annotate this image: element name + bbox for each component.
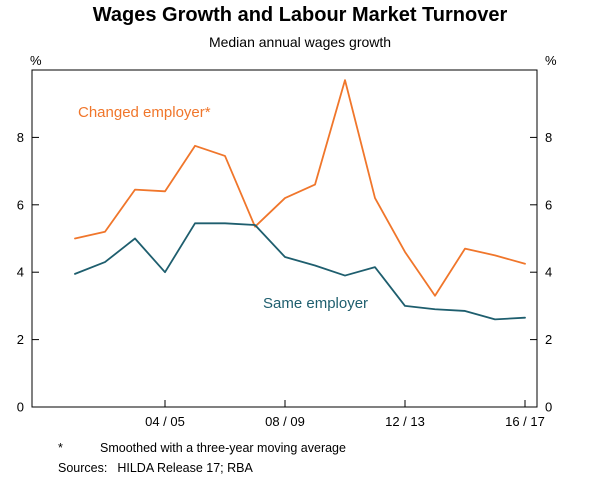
footnote-row: * Smoothed with a three-year moving avera… xyxy=(58,438,346,458)
y-axis-label-left: 4 xyxy=(17,265,24,280)
y-axis-label-left: 2 xyxy=(17,332,24,347)
y-axis-label-left: 6 xyxy=(17,197,24,212)
x-axis-label: 16 / 17 xyxy=(505,414,545,429)
y-axis-label-right: 2 xyxy=(545,332,552,347)
y-axis-unit-right: % xyxy=(545,53,557,68)
sources-text: HILDA Release 17; RBA xyxy=(117,461,253,475)
y-axis-label-left: 0 xyxy=(17,400,24,415)
x-axis-label: 12 / 13 xyxy=(385,414,425,429)
series-label-0: Changed employer* xyxy=(78,104,211,121)
footnote-marker: * xyxy=(58,441,63,455)
x-axis-label: 04 / 05 xyxy=(145,414,185,429)
footnote-text: Smoothed with a three-year moving averag… xyxy=(100,441,346,455)
chart-title: Wages Growth and Labour Market Turnover xyxy=(92,4,508,26)
y-axis-label-right: 0 xyxy=(545,400,552,415)
y-axis-label-right: 8 xyxy=(545,130,552,145)
series-label-1: Same employer xyxy=(263,295,368,312)
sources-label: Sources: xyxy=(58,461,108,475)
x-axis-label: 08 / 09 xyxy=(265,414,305,429)
line-chart: 0 0 2 2 4 4 6 6 8 8% % 04 / 05 08 / 09 12 / 13 16 / 17… xyxy=(17,53,557,429)
y-axis-label-right: 4 xyxy=(545,265,552,280)
series-line-0 xyxy=(74,79,526,297)
y-axis-unit-left: % xyxy=(30,53,42,68)
chart-footnotes: * Smoothed with a three-year moving avera… xyxy=(58,438,346,478)
series-line-1 xyxy=(74,222,526,321)
y-axis-label-left: 8 xyxy=(17,130,24,145)
y-axis-label-right: 6 xyxy=(545,197,552,212)
sources-row: Sources: HILDA Release 17; RBA xyxy=(58,458,346,478)
chart-subtitle: Median annual wages growth xyxy=(208,34,392,50)
